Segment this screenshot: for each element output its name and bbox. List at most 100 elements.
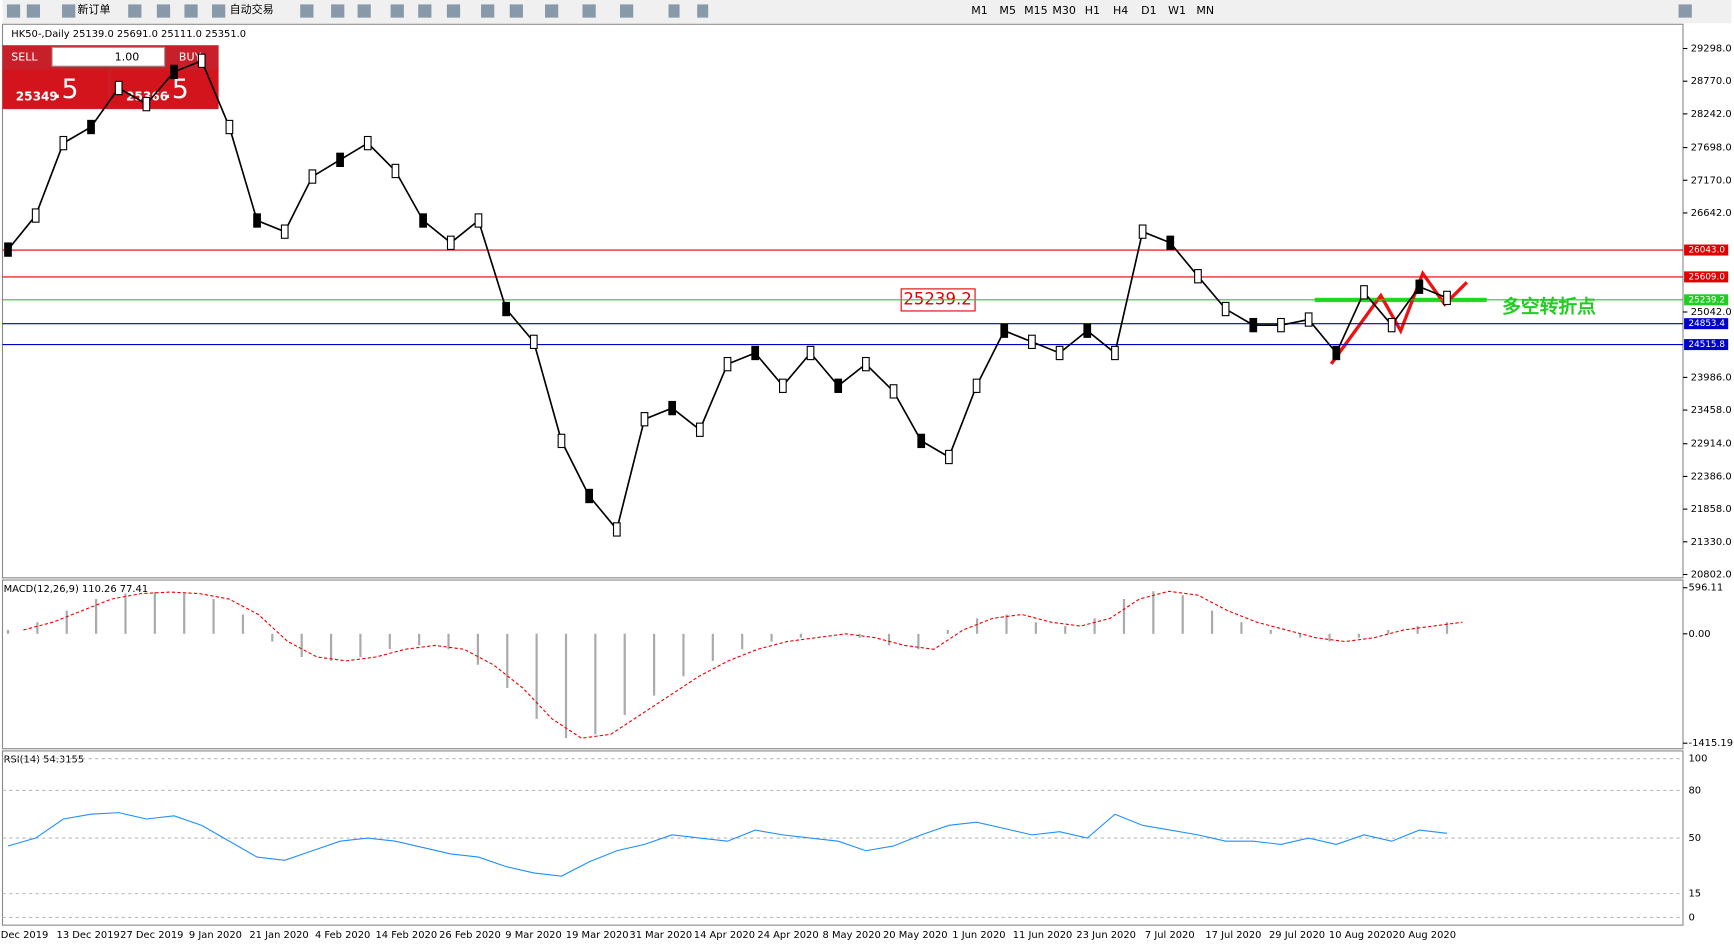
macd-frame bbox=[1, 579, 1684, 750]
y-tick-label: 22386.0 bbox=[1691, 471, 1732, 482]
price-level-tag bbox=[1684, 294, 1729, 306]
y-tick-label: 100 bbox=[1688, 754, 1707, 765]
y-tick-label: 25042.0 bbox=[1691, 307, 1732, 318]
x-tick-label: 4 Feb 2020 bbox=[315, 930, 370, 941]
y-tick-label: 28770.0 bbox=[1691, 76, 1732, 87]
candle bbox=[1166, 235, 1175, 250]
rsi-line bbox=[7, 812, 1448, 877]
y-tick-label: 27698.0 bbox=[1691, 143, 1732, 154]
timeframe-button[interactable]: MN bbox=[1196, 4, 1214, 17]
x-tick-label: 21 Jan 2020 bbox=[249, 930, 308, 941]
candle bbox=[1000, 323, 1009, 338]
candle bbox=[336, 152, 344, 167]
price-level-label: 26043.0 bbox=[1688, 246, 1725, 256]
candle bbox=[917, 433, 926, 449]
toolbar-icons bbox=[6, 4, 1692, 18]
y-tick-label: 20802.0 bbox=[1691, 569, 1732, 580]
timeframe-button[interactable]: M1 bbox=[971, 4, 988, 17]
candle bbox=[446, 235, 455, 250]
candle bbox=[280, 224, 289, 239]
candle bbox=[1387, 317, 1396, 333]
sell-price-fraction[interactable]: .5 bbox=[53, 74, 78, 105]
candle bbox=[1055, 345, 1064, 361]
price-level-tag bbox=[1684, 339, 1729, 351]
price-level-tag bbox=[1684, 271, 1729, 283]
y-tick-label: 29298.0 bbox=[1691, 44, 1732, 55]
new-order-button[interactable]: 新订单 bbox=[77, 2, 110, 16]
x-tick-label: Dec 2019 bbox=[1, 930, 49, 941]
x-tick-label: 26 Feb 2020 bbox=[439, 930, 501, 941]
sell-button[interactable]: SELL bbox=[11, 50, 38, 63]
rsi-frame bbox=[1, 750, 1684, 926]
candle bbox=[889, 384, 898, 399]
x-tick-label: 9 Mar 2020 bbox=[505, 930, 562, 941]
candle bbox=[1360, 285, 1368, 300]
x-tick-label: 24 Apr 2020 bbox=[757, 930, 818, 941]
candle bbox=[253, 213, 261, 228]
candle bbox=[1028, 334, 1036, 350]
timeframe-button[interactable]: W1 bbox=[1168, 4, 1186, 17]
candle bbox=[31, 208, 40, 223]
x-tick-label: 29 Jul 2020 bbox=[1269, 930, 1325, 941]
candle bbox=[806, 345, 815, 361]
candle bbox=[170, 64, 178, 80]
sell-price[interactable]: 25349 bbox=[16, 90, 58, 104]
y-tick-label: 80 bbox=[1688, 785, 1701, 796]
x-tick-label: 14 Feb 2020 bbox=[375, 930, 437, 941]
price-level-label: 24853.4 bbox=[1688, 319, 1725, 329]
auto-trading-button[interactable]: 自动交易 bbox=[230, 2, 274, 16]
candle bbox=[640, 412, 649, 427]
price-level-tag bbox=[1684, 244, 1729, 256]
candle bbox=[197, 53, 206, 68]
candle bbox=[862, 356, 870, 372]
timeframe-button[interactable]: M5 bbox=[999, 4, 1016, 17]
candle bbox=[87, 119, 95, 135]
x-tick-label: 14 Apr 2020 bbox=[694, 930, 755, 941]
x-tick-label: 31 Mar 2020 bbox=[629, 930, 692, 941]
candle bbox=[1304, 312, 1313, 327]
candle bbox=[723, 356, 732, 372]
candle bbox=[1249, 317, 1258, 333]
timeframe-button[interactable]: H4 bbox=[1113, 4, 1128, 17]
main-chart-frame bbox=[1, 23, 1684, 579]
timeframe-button[interactable]: H1 bbox=[1085, 4, 1100, 17]
y-tick-label: 28242.0 bbox=[1691, 109, 1732, 120]
buy-button[interactable]: BUY bbox=[179, 50, 202, 63]
volume-input[interactable]: 1.00 bbox=[115, 50, 140, 63]
candle bbox=[502, 301, 510, 317]
candle bbox=[1194, 269, 1202, 284]
timeframe-button[interactable]: M30 bbox=[1052, 4, 1076, 17]
chart-header: HK50-,Daily 25139.0 25691.0 25111.0 2535… bbox=[11, 29, 246, 40]
y-tick-label: 22914.0 bbox=[1691, 439, 1732, 450]
x-tick-label: 27 Dec 2019 bbox=[120, 930, 183, 941]
candle bbox=[1277, 317, 1285, 333]
pivot-label: 多空转折点 bbox=[1502, 296, 1596, 318]
timeframe-button[interactable]: M15 bbox=[1024, 4, 1048, 17]
candle bbox=[972, 378, 981, 393]
candle bbox=[778, 378, 787, 393]
y-tick-label: 596.11 bbox=[1688, 583, 1723, 594]
x-tick-label: 10 Aug 2020 bbox=[1329, 930, 1392, 941]
candle bbox=[668, 400, 677, 416]
buy-price[interactable]: 25366 bbox=[126, 90, 168, 104]
timeframe-button[interactable]: D1 bbox=[1141, 4, 1157, 17]
candle bbox=[1138, 224, 1147, 239]
toolbar bbox=[2, 0, 1732, 24]
y-tick-label: 21330.0 bbox=[1691, 537, 1732, 548]
annotation: 25239.2 bbox=[903, 289, 971, 308]
price-line bbox=[7, 59, 1448, 532]
y-tick-label: 0.00 bbox=[1688, 629, 1710, 640]
candle bbox=[751, 345, 760, 361]
y-tick-label: 27170.0 bbox=[1691, 175, 1732, 186]
candle bbox=[363, 135, 372, 151]
y-tick-label: 0 bbox=[1688, 912, 1694, 923]
candle bbox=[1332, 345, 1341, 361]
candle bbox=[1083, 323, 1092, 338]
candle bbox=[1111, 345, 1119, 361]
candle bbox=[225, 119, 234, 135]
x-tick-label: 11 Jun 2020 bbox=[1013, 930, 1073, 941]
price-level-tag bbox=[1684, 318, 1729, 330]
candle bbox=[585, 488, 594, 504]
macd-label: MACD(12,26,9) 110.26 77.41 bbox=[4, 584, 149, 595]
